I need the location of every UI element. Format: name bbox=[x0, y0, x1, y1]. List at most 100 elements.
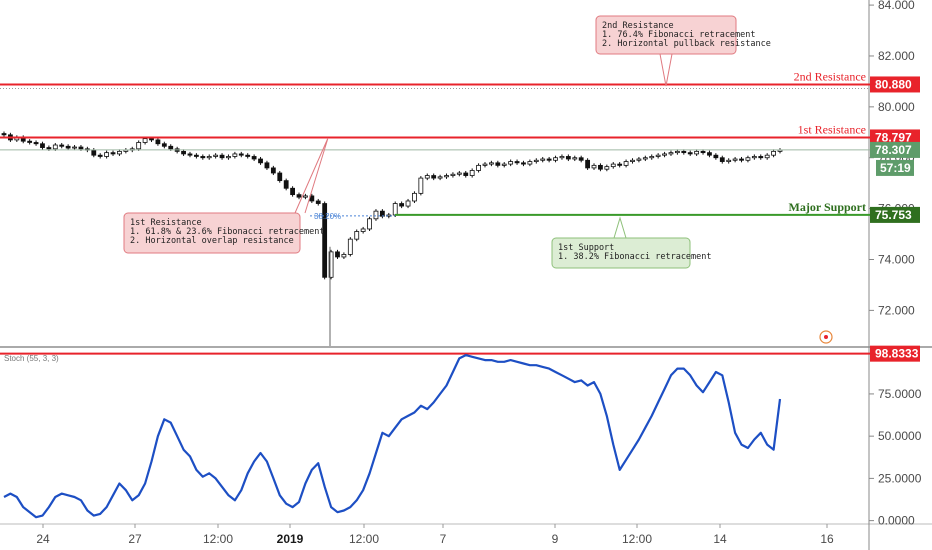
annotation-box-first-resistance bbox=[123, 212, 301, 254]
tag-stoch-level-bg bbox=[870, 345, 920, 362]
candle-body bbox=[585, 159, 591, 169]
candle-body bbox=[258, 158, 263, 164]
candle-body bbox=[431, 175, 437, 179]
candle-body bbox=[117, 150, 122, 155]
tag-major-support-bg bbox=[870, 206, 920, 223]
stoch-tick-label: 75.0000 bbox=[878, 387, 922, 401]
candle-body bbox=[553, 157, 558, 161]
candle-body bbox=[572, 157, 578, 160]
time-tick-label: 12:00 bbox=[349, 532, 379, 546]
candle-body bbox=[681, 150, 687, 154]
candle-body bbox=[739, 158, 744, 161]
candle-body bbox=[418, 177, 424, 194]
candle-body bbox=[662, 153, 667, 156]
candle-body bbox=[283, 180, 289, 189]
levels: 38.20% 2nd Resistance 1st Resistance Major … bbox=[0, 69, 870, 221]
candle-body bbox=[270, 167, 276, 174]
candle-body bbox=[200, 156, 206, 159]
time-tick-label: 12:00 bbox=[622, 532, 652, 546]
candle-body bbox=[97, 154, 103, 157]
price-tick-label: 82.000 bbox=[878, 49, 915, 63]
candle-body bbox=[303, 195, 308, 198]
annotation-pointer-second-resistance bbox=[659, 53, 673, 87]
tag-current-price-bg bbox=[870, 141, 920, 158]
tag-2nd-resistance: 80.880 bbox=[875, 77, 912, 91]
candle-body bbox=[142, 138, 148, 143]
candle-body bbox=[328, 251, 334, 278]
candle-body bbox=[412, 192, 417, 202]
candle-body bbox=[149, 138, 154, 141]
stoch-tick-label: 0.0000 bbox=[878, 514, 915, 528]
tag-countdown-bg bbox=[876, 159, 914, 176]
price-tick-label: 80.000 bbox=[878, 100, 915, 114]
candle-body bbox=[91, 149, 97, 156]
candle-body bbox=[578, 157, 584, 161]
level-label-2nd-resistance: 2nd Resistance bbox=[794, 69, 866, 83]
candle-body bbox=[707, 152, 712, 156]
candle-body bbox=[732, 158, 738, 161]
candle-body bbox=[219, 154, 225, 159]
tag-2nd-resistance-bg bbox=[870, 76, 920, 93]
candle-body bbox=[322, 203, 328, 278]
candle-body bbox=[694, 150, 700, 155]
candle-body bbox=[508, 161, 514, 165]
annotation-text-second-resistance: 1. 76.4% Fibonacci retracement bbox=[602, 30, 756, 40]
stoch-tick-label: 50.0000 bbox=[878, 429, 922, 443]
candle-body bbox=[52, 144, 58, 150]
candle-body bbox=[187, 153, 193, 156]
time-tick-label: 7 bbox=[440, 532, 447, 546]
price-tick-label: 74.000 bbox=[878, 253, 915, 267]
level-label-major-support: Major Support bbox=[789, 200, 866, 214]
tag-stoch-level: 98.8333 bbox=[875, 347, 919, 361]
candle-body bbox=[610, 163, 616, 168]
candle-body bbox=[713, 154, 719, 159]
candle-body bbox=[226, 156, 231, 159]
candle-body bbox=[315, 200, 321, 204]
candle-body bbox=[623, 161, 629, 166]
candle-body bbox=[463, 172, 469, 176]
annotation-box-second-resistance bbox=[595, 15, 737, 55]
annotation-text-second-resistance: 2. Horizontal pullback resistance bbox=[602, 39, 771, 49]
candle-body bbox=[181, 150, 186, 155]
candle-body bbox=[482, 163, 488, 166]
candle-body bbox=[771, 150, 776, 156]
time-tick-label: 14 bbox=[713, 532, 727, 546]
candle-body bbox=[751, 156, 757, 159]
candle-body bbox=[104, 152, 110, 157]
candle-body bbox=[668, 152, 674, 155]
watermark-icon bbox=[819, 330, 833, 344]
candle-body bbox=[764, 154, 770, 159]
candle-body bbox=[642, 157, 648, 160]
candle-body bbox=[193, 154, 199, 157]
time-tick-label: 9 bbox=[552, 532, 559, 546]
candle-body bbox=[495, 162, 501, 166]
candle-body bbox=[514, 161, 520, 164]
candle-body bbox=[758, 156, 764, 159]
candle-body bbox=[726, 159, 732, 162]
time-tick-label: 2019 bbox=[277, 532, 304, 546]
time-tick-label: 12:00 bbox=[203, 532, 233, 546]
tag-1st-resistance-bg bbox=[870, 129, 920, 146]
candle-body bbox=[206, 156, 212, 159]
candle-body bbox=[373, 210, 379, 220]
candle-body bbox=[238, 153, 244, 156]
candle-body bbox=[264, 162, 270, 169]
candle-body bbox=[559, 156, 565, 159]
stoch-tick-label: 25.0000 bbox=[878, 471, 922, 485]
candle-body bbox=[168, 145, 174, 150]
candle-body bbox=[649, 156, 655, 159]
candle-body bbox=[245, 154, 251, 157]
candle-body bbox=[40, 143, 45, 148]
candle-body bbox=[565, 156, 571, 160]
time-tick-label: 16 bbox=[820, 532, 834, 546]
candle-body bbox=[456, 172, 462, 175]
candle-body bbox=[72, 146, 77, 149]
candle-body bbox=[617, 163, 623, 166]
candle-body bbox=[232, 153, 238, 157]
stochastic-panel: Stoch (55, 3, 3) bbox=[0, 352, 870, 519]
candle-body bbox=[354, 231, 360, 240]
candle-body bbox=[33, 142, 39, 145]
